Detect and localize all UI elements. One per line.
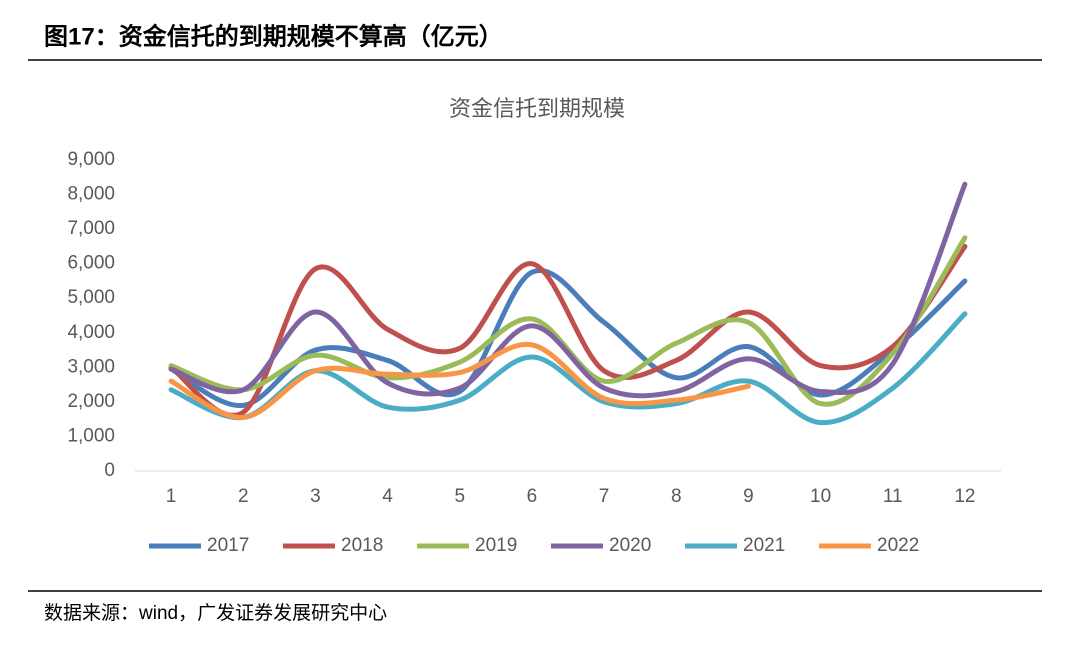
chart-title: 资金信托到期规模 [449, 96, 625, 121]
y-tick-label: 1,000 [67, 425, 115, 446]
source-note: 数据来源：wind，广发证券发展研究中心 [44, 602, 387, 624]
x-tick-label: 7 [599, 486, 610, 507]
y-tick-label: 3,000 [67, 356, 115, 377]
x-tick-label: 1 [166, 486, 177, 507]
x-tick-label: 12 [954, 486, 975, 507]
x-tick-label: 11 [883, 486, 903, 507]
figure-title: 图17：资金信托的到期规模不算高（亿元） [44, 22, 503, 50]
y-tick-label: 7,000 [67, 218, 115, 239]
x-tick-label: 10 [810, 486, 831, 507]
legend-label: 2021 [743, 535, 785, 556]
series-line [168, 341, 751, 420]
y-tick-label: 5,000 [67, 287, 115, 308]
y-tick-label: 9,000 [67, 149, 115, 170]
y-tick-label: 0 [104, 460, 115, 481]
x-tick-label: 5 [454, 486, 465, 507]
series-line [168, 181, 968, 399]
x-tick-label: 2 [238, 486, 249, 507]
y-tick-label: 2,000 [67, 391, 115, 412]
y-tick-label: 6,000 [67, 253, 115, 274]
legend-label: 2019 [475, 535, 517, 556]
x-tick-label: 8 [671, 486, 682, 507]
x-tick-label: 6 [527, 486, 538, 507]
legend-label: 2022 [877, 535, 919, 556]
legend-label: 2017 [207, 535, 249, 556]
legend-label: 2018 [341, 535, 383, 556]
legend-label: 2020 [609, 535, 651, 556]
y-tick-label: 4,000 [67, 322, 115, 343]
series-line [168, 243, 968, 418]
x-tick-label: 9 [743, 486, 754, 507]
y-tick-label: 8,000 [67, 184, 115, 205]
x-tick-label: 4 [382, 486, 393, 507]
x-tick-label: 3 [310, 486, 321, 507]
